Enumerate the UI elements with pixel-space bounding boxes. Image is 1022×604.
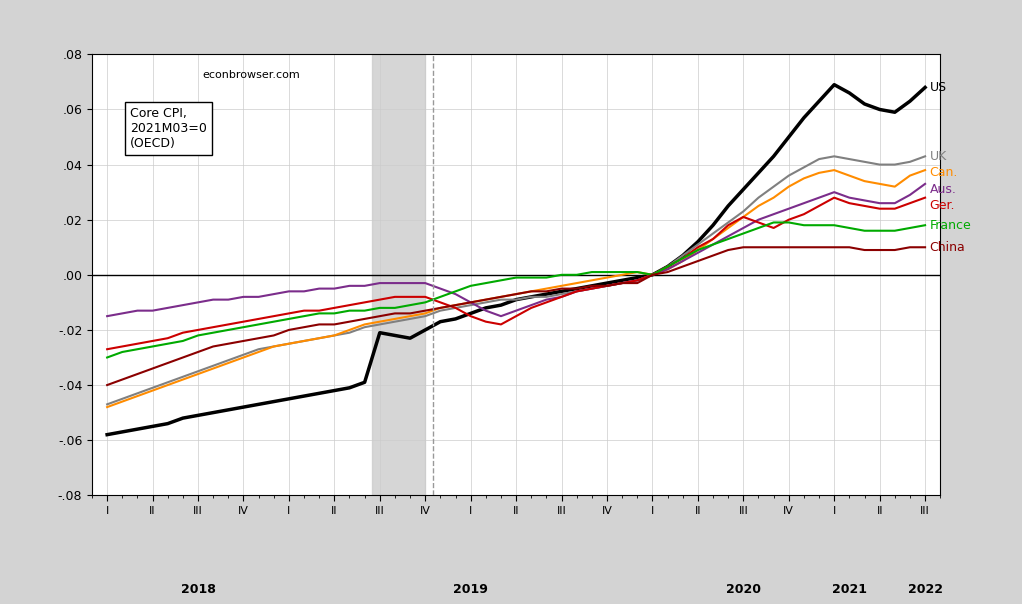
Text: 2019: 2019: [453, 583, 489, 597]
Text: Can.: Can.: [930, 166, 958, 179]
Text: 2021: 2021: [832, 583, 867, 597]
Text: Ger.: Ger.: [930, 199, 956, 213]
Text: econbrowser.com: econbrowser.com: [202, 70, 300, 80]
Text: 2022: 2022: [908, 583, 942, 597]
Text: Core CPI,
2021M03=0
(OECD): Core CPI, 2021M03=0 (OECD): [130, 108, 207, 150]
Text: 2020: 2020: [726, 583, 760, 597]
Text: China: China: [930, 241, 966, 254]
Text: US: US: [930, 81, 946, 94]
Text: UK: UK: [930, 150, 947, 163]
Text: Aus.: Aus.: [930, 183, 957, 196]
Text: 2018: 2018: [181, 583, 216, 597]
Text: France: France: [930, 219, 971, 232]
Bar: [372, 54, 425, 495]
